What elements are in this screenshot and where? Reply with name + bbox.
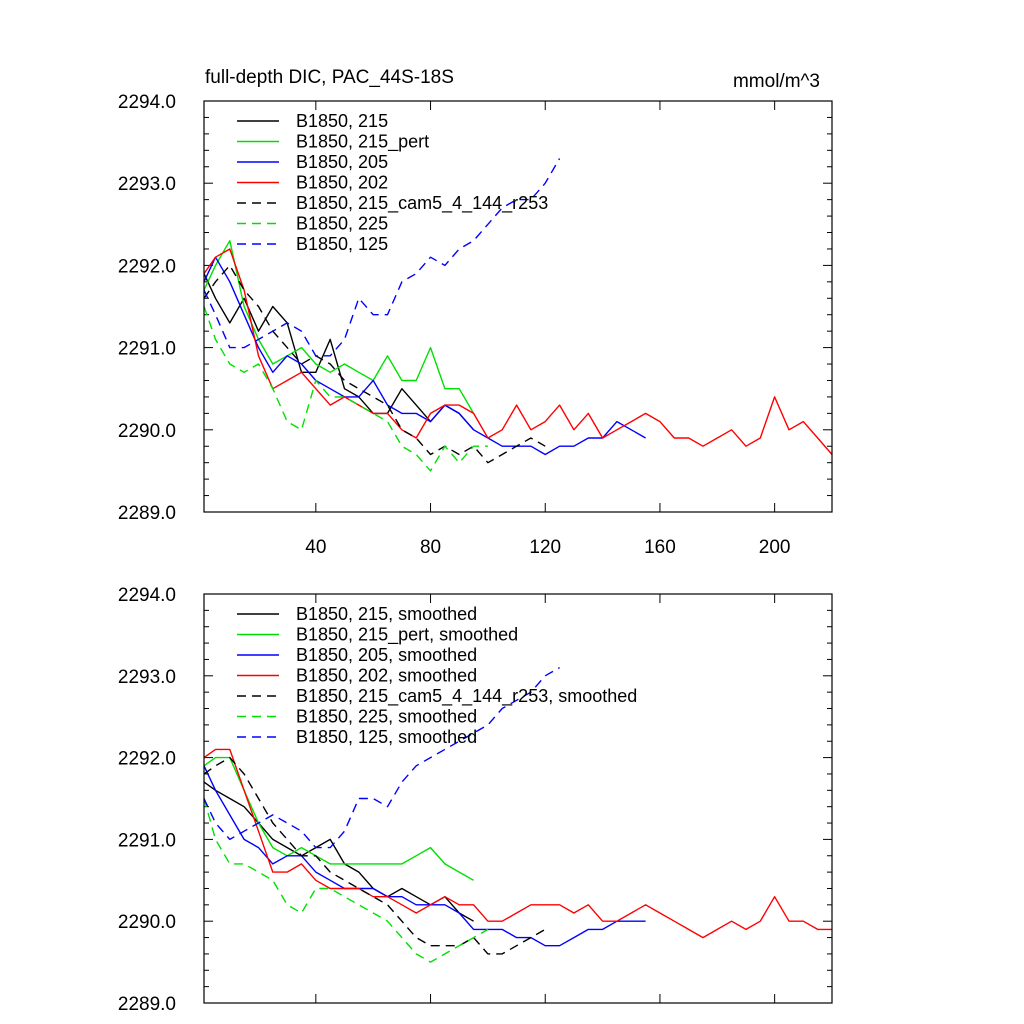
legend-label: B1850, 205, smoothed <box>296 645 477 665</box>
legend-label: B1850, 215_pert <box>296 132 429 153</box>
series-line <box>203 798 489 963</box>
bottom-y-tick-labels: 2289.0 2290.0 2291.0 2292.0 2293.0 2294.… <box>118 585 176 1015</box>
y-tick-label: 2292.0 <box>118 749 176 770</box>
series-line <box>203 256 646 456</box>
legend-label: B1850, 215_cam5_4_144_r253 <box>296 193 548 214</box>
series-line <box>203 666 560 849</box>
y-tick-label: 2293.0 <box>118 174 176 195</box>
y-tick-label: 2289.0 <box>118 503 176 524</box>
top-x-tick-labels: 40 80 120 160 200 <box>305 537 790 558</box>
legend-label: B1850, 215_cam5_4_144_r253, smoothed <box>296 686 637 707</box>
y-tick-label: 2291.0 <box>118 339 176 360</box>
y-tick-label: 2290.0 <box>118 421 176 442</box>
top-panel: full-depth DIC, PAC_44S-18S mmol/m^3 228… <box>118 67 833 558</box>
top-y-tick-labels: 2289.0 2290.0 2291.0 2292.0 2293.0 2294.… <box>118 92 176 524</box>
series-line <box>203 239 475 414</box>
series-line <box>203 264 546 464</box>
series-line <box>203 273 475 431</box>
legend-label: B1850, 202, smoothed <box>296 666 477 686</box>
y-tick-label: 2294.0 <box>118 92 176 113</box>
y-tick-label: 2293.0 <box>118 667 176 688</box>
series-line <box>203 248 833 455</box>
legend-label: B1850, 125, smoothed <box>296 727 477 747</box>
x-tick-label: 160 <box>644 537 676 558</box>
x-tick-label: 200 <box>759 537 791 558</box>
y-tick-label: 2294.0 <box>118 585 176 606</box>
y-tick-label: 2292.0 <box>118 256 176 277</box>
legend-label: B1850, 225, smoothed <box>296 707 477 727</box>
series-line <box>203 158 561 357</box>
top-series-lines <box>203 158 833 472</box>
bottom-series-lines <box>203 666 832 963</box>
x-tick-label: 120 <box>529 537 561 558</box>
series-line <box>203 781 474 922</box>
top-legend: B1850, 215 B1850, 215_pert B1850, 205 B1… <box>237 111 548 254</box>
y-tick-label: 2290.0 <box>118 912 176 933</box>
y-tick-label: 2289.0 <box>118 994 176 1015</box>
bottom-plot-frame <box>203 593 833 1004</box>
legend-label: B1850, 215_pert, smoothed <box>296 625 518 646</box>
x-tick-label: 40 <box>305 537 326 558</box>
series-line <box>203 756 546 955</box>
top-plot-frame <box>203 100 833 513</box>
legend-label: B1850, 202 <box>296 173 388 193</box>
top-chart-units: mmol/m^3 <box>733 71 820 92</box>
legend-label: B1850, 215, smoothed <box>296 604 477 624</box>
series-line <box>203 748 832 939</box>
legend-label: B1850, 205 <box>296 152 388 172</box>
bottom-legend: B1850, 215, smoothed B1850, 215_pert, sm… <box>237 604 637 747</box>
y-tick-label: 2291.0 <box>118 830 176 851</box>
series-line <box>203 765 646 947</box>
legend-label: B1850, 225 <box>296 214 388 234</box>
series-line <box>203 756 474 881</box>
top-chart-title: full-depth DIC, PAC_44S-18S <box>205 67 454 88</box>
legend-label: B1850, 125 <box>296 234 388 254</box>
legend-label: B1850, 215 <box>296 111 388 131</box>
bottom-panel: 2289.0 2290.0 2291.0 2292.0 2293.0 2294.… <box>118 585 833 1015</box>
x-tick-label: 80 <box>420 537 441 558</box>
